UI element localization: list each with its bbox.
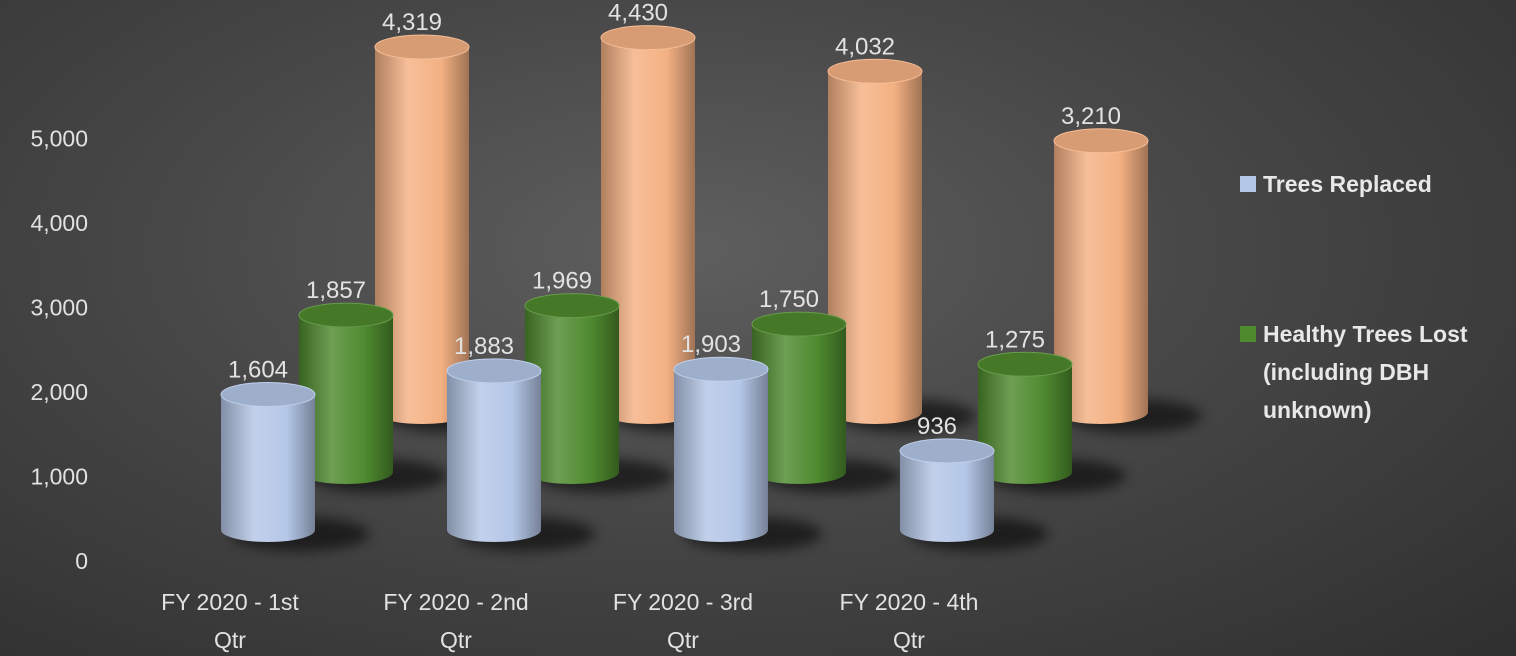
y-tick-label: 4,000 bbox=[30, 210, 88, 236]
data-label: 1,969 bbox=[532, 268, 592, 295]
legend-swatch bbox=[1240, 176, 1256, 192]
y-tick-label: 5,000 bbox=[30, 126, 88, 152]
data-label: 4,430 bbox=[608, 0, 668, 27]
category-label: FY 2020 - 1st bbox=[161, 589, 299, 615]
bar bbox=[978, 364, 1072, 484]
category-label: FY 2020 - 4th bbox=[840, 589, 979, 615]
data-label: 4,319 bbox=[382, 9, 442, 36]
y-tick-label: 2,000 bbox=[30, 379, 88, 405]
bar-top bbox=[446, 358, 542, 384]
bar bbox=[752, 324, 846, 484]
bar-top bbox=[899, 438, 995, 464]
data-label: 1,903 bbox=[681, 331, 741, 358]
legend-swatch bbox=[1240, 326, 1256, 342]
legend-label: Trees Replaced bbox=[1263, 171, 1432, 197]
bar bbox=[601, 37, 695, 424]
legend-label: unknown) bbox=[1263, 397, 1372, 423]
bar-top bbox=[1053, 128, 1149, 154]
bar bbox=[828, 71, 922, 425]
bar-top bbox=[751, 311, 847, 337]
series-group: 1,604 1,883 1,903 936 bbox=[220, 331, 1048, 551]
bar-top bbox=[673, 356, 769, 382]
bar-top bbox=[374, 34, 470, 60]
bar bbox=[900, 450, 994, 542]
data-label: 1,883 bbox=[454, 333, 514, 360]
bar bbox=[375, 47, 469, 425]
bar-top bbox=[298, 302, 394, 328]
bar-top bbox=[827, 58, 923, 84]
bar-top bbox=[600, 25, 696, 51]
bar bbox=[299, 315, 393, 484]
data-label: 936 bbox=[917, 413, 957, 440]
series-group: 1,857 1,969 1,750 1,275 bbox=[298, 268, 1126, 493]
legend-label: Healthy Trees Lost bbox=[1263, 321, 1468, 347]
data-label: 1,275 bbox=[985, 326, 1045, 353]
bar bbox=[447, 370, 541, 542]
category-label: FY 2020 - 2nd bbox=[383, 589, 528, 615]
legend-label: (including DBH bbox=[1263, 359, 1429, 385]
category-label: FY 2020 - 3rd bbox=[613, 589, 753, 615]
data-label: 4,032 bbox=[835, 33, 895, 60]
data-label: 1,750 bbox=[759, 286, 819, 313]
data-label: 1,604 bbox=[228, 356, 288, 383]
category-label: Qtr bbox=[667, 627, 699, 653]
y-tick-label: 1,000 bbox=[30, 464, 88, 490]
category-label: Qtr bbox=[893, 627, 925, 653]
category-label: Qtr bbox=[214, 627, 246, 653]
data-label: 1,857 bbox=[306, 277, 366, 304]
bar bbox=[1054, 140, 1148, 424]
y-tick-label: 0 bbox=[75, 548, 88, 574]
bar-top bbox=[977, 351, 1073, 377]
bar-top bbox=[220, 381, 316, 407]
category-label: Qtr bbox=[440, 627, 472, 653]
data-label: 3,210 bbox=[1061, 103, 1121, 130]
bar bbox=[525, 305, 619, 484]
y-tick-label: 3,000 bbox=[30, 295, 88, 321]
bar bbox=[674, 369, 768, 542]
bar bbox=[221, 394, 315, 542]
bar-top bbox=[524, 293, 620, 319]
series-group: 4,319 4,430 4,032 3,210 bbox=[374, 0, 1202, 433]
